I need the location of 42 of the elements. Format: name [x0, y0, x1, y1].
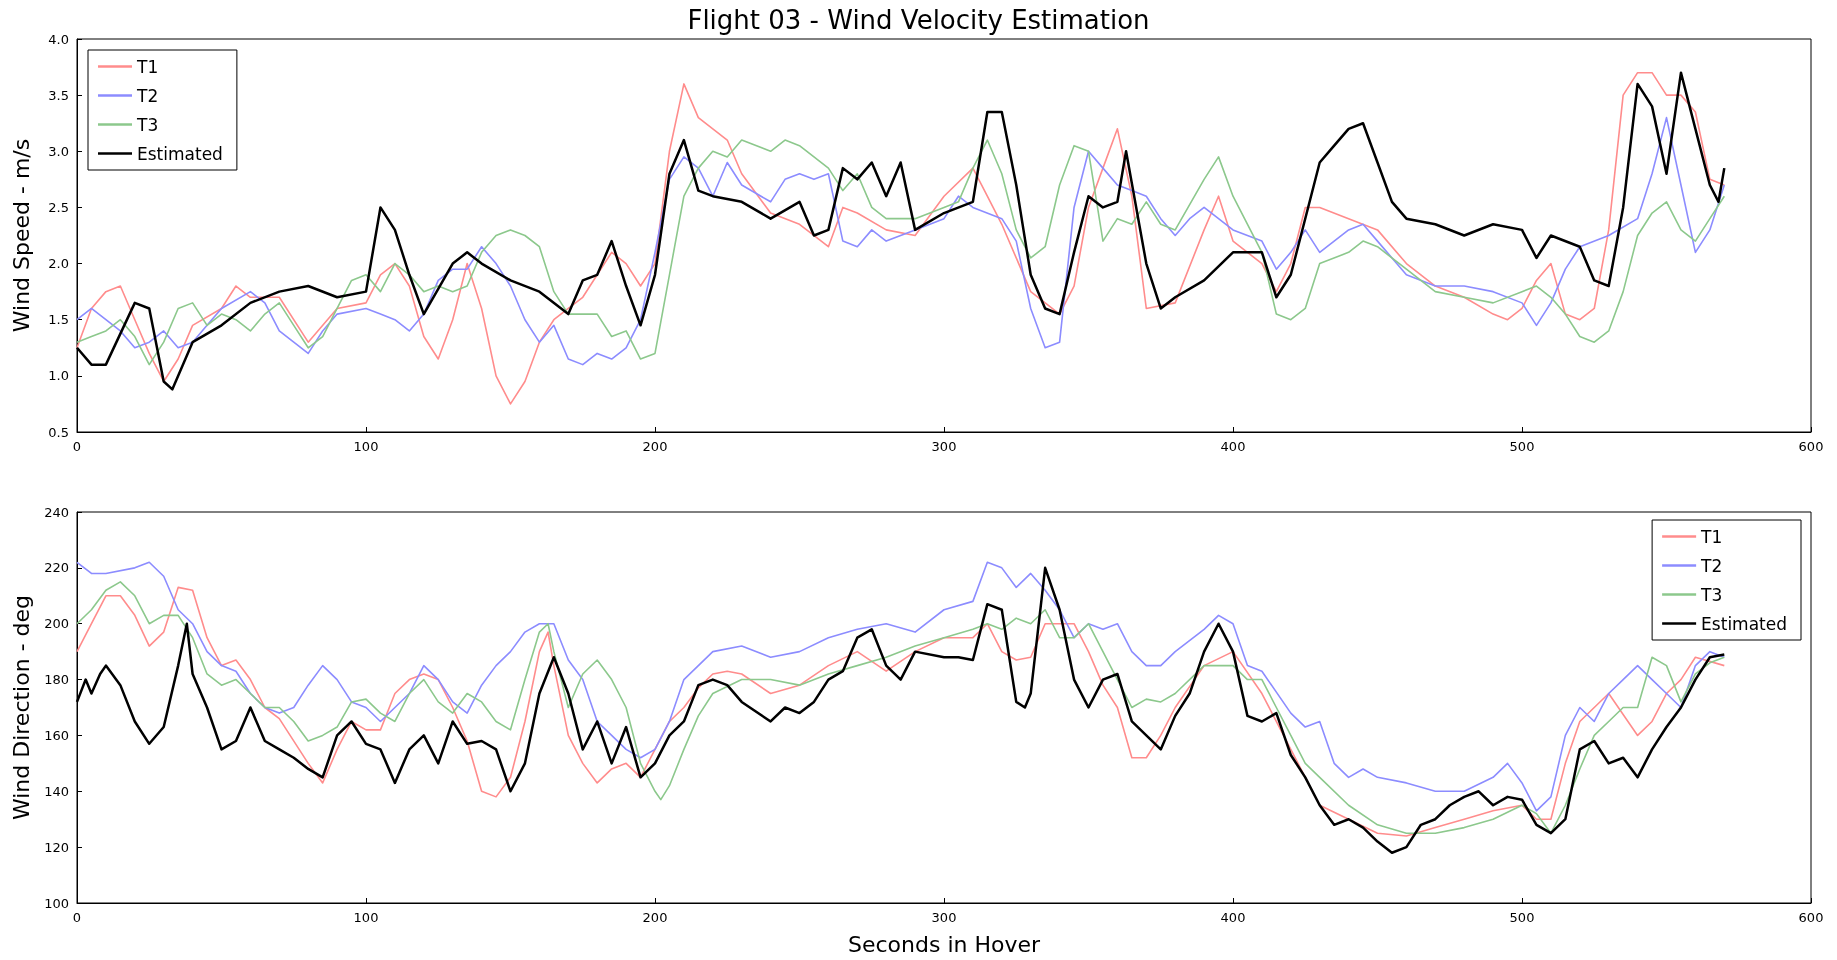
- y-tick-label: 4.0: [48, 31, 69, 47]
- x-tick-label: 400: [1220, 439, 1246, 454]
- x-tick-label: 600: [1798, 910, 1824, 925]
- x-tick-label: 300: [931, 439, 957, 454]
- y-axis-title: Wind Speed - m/s: [8, 138, 34, 333]
- x-tick-label: 400: [1220, 910, 1246, 925]
- y-tick-label: 1.0: [48, 368, 69, 384]
- legend-label: T2: [136, 85, 159, 106]
- x-tick-label: 100: [353, 439, 379, 454]
- y-tick-label: 160: [44, 727, 69, 743]
- y-axis-title: Wind Direction - deg: [8, 594, 34, 821]
- y-tick-label: 3.0: [48, 143, 69, 159]
- y-tick-label: 2.5: [48, 199, 69, 215]
- y-tick-label: 1.5: [48, 312, 69, 328]
- legend-label: T3: [136, 114, 159, 135]
- chart-title: Flight 03 - Wind Velocity Estimation: [687, 5, 1150, 35]
- y-tick-label: 220: [44, 560, 69, 576]
- legend-label: T2: [1700, 555, 1723, 576]
- x-tick-label: 300: [931, 910, 957, 925]
- y-tick-label: 0.5: [48, 424, 69, 440]
- x-tick-label: 0: [72, 439, 82, 454]
- x-tick-label: 200: [642, 439, 668, 454]
- x-tick-label: 500: [1509, 439, 1535, 454]
- y-tick-label: 140: [44, 783, 69, 799]
- y-tick-label: 240: [44, 504, 69, 520]
- legend-label: Estimated: [137, 143, 223, 164]
- y-tick-label: 100: [44, 895, 69, 911]
- x-tick-label: 500: [1509, 910, 1535, 925]
- x-tick-label: 600: [1798, 439, 1824, 454]
- legend-label: T1: [1700, 526, 1723, 547]
- x-tick-label: 100: [353, 910, 379, 925]
- y-tick-label: 180: [44, 672, 69, 688]
- x-tick-label: 0: [72, 910, 82, 925]
- y-tick-label: 120: [44, 839, 69, 855]
- y-tick-label: 3.5: [48, 87, 69, 103]
- y-tick-label: 200: [44, 616, 69, 632]
- y-tick-label: 2.0: [48, 256, 69, 272]
- legend-label: Estimated: [1701, 613, 1788, 634]
- legend-label: T1: [136, 56, 159, 77]
- legend-label: T3: [1700, 584, 1723, 605]
- x-axis-title: Seconds in Hover: [847, 931, 1041, 957]
- x-tick-label: 200: [642, 910, 668, 925]
